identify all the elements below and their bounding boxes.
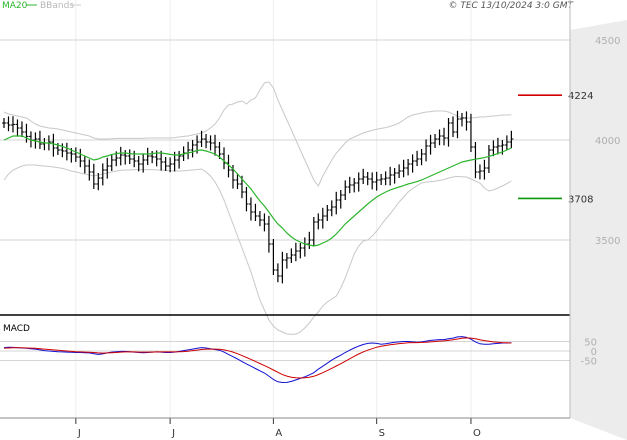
ma20-line [3, 135, 512, 247]
macd-y-tick-label: 0 [591, 347, 597, 358]
price-y-tick-label: 4500 [595, 36, 620, 47]
moving-average [3, 135, 512, 247]
resistance-level-label: 4224 [568, 91, 593, 102]
macd-title: MACD [3, 324, 30, 334]
legend-ma20: MA20 [2, 1, 28, 11]
price-y-tick-label: 4000 [595, 136, 620, 147]
x-tick-label: J [171, 428, 175, 439]
x-tick-label: O [473, 428, 481, 439]
x-tick-label: J [77, 428, 81, 439]
support-level-label: 3708 [568, 194, 593, 205]
copyright-label: © TEC 13/10/2024 3:0 GMT [448, 1, 574, 11]
macd-y-axis: 500-50 [581, 338, 597, 368]
price-grid [0, 39, 570, 241]
macd-y-tick-label: -50 [581, 357, 597, 368]
price-y-axis: 3500 4000 4500 [595, 36, 620, 247]
y-axis-panel [570, 20, 627, 440]
macd-y-tick-label: 50 [584, 338, 597, 349]
signal-line [3, 337, 512, 379]
price-levels: 4224 3708 [518, 91, 593, 205]
macd-lines [3, 336, 512, 384]
macd-line [3, 336, 512, 384]
x-tick-label: A [275, 428, 282, 439]
bband-lower-line [3, 164, 512, 335]
bollinger-bands [3, 81, 512, 335]
price-bars [2, 110, 514, 284]
price-y-tick-label: 3500 [595, 236, 620, 247]
bband-upper-line [3, 81, 512, 187]
x-tick-label: S [379, 428, 385, 439]
legend-bbands: BBands [40, 1, 74, 11]
